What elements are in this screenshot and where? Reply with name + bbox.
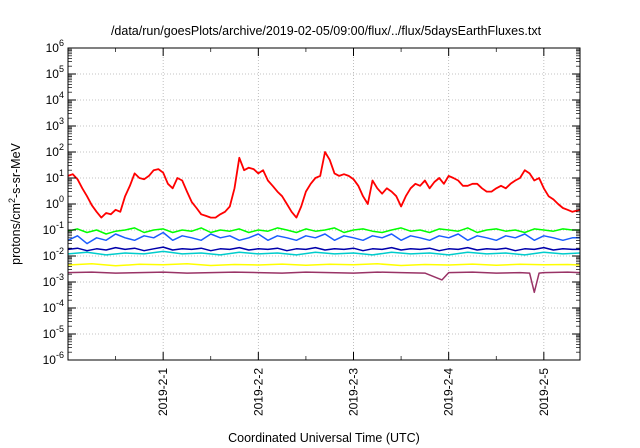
- y-tick-base: 10: [46, 119, 60, 133]
- series-line-6: [67, 263, 581, 267]
- chart-title: /data/run/goesPlots/archive/2019-02-05/0…: [111, 24, 542, 38]
- y-tick-exponent: 4: [59, 90, 64, 100]
- series-line-1: [67, 151, 581, 219]
- x-tick-label: 2019-2-1: [156, 368, 170, 416]
- y-tick-exponent: 5: [59, 64, 64, 74]
- y-tick-exponent: 3: [59, 116, 64, 126]
- y-tick-base: 10: [43, 301, 57, 315]
- x-tick-label: 2019-2-5: [537, 368, 551, 416]
- series-line-3: [67, 231, 580, 245]
- y-tick-label: 10-1: [43, 220, 64, 237]
- y-tick-base: 10: [43, 275, 57, 289]
- y-tick-label: 10-3: [43, 272, 64, 289]
- y-tick-base: 10: [43, 223, 57, 237]
- y-tick-base: 10: [46, 145, 60, 159]
- y-tick-label: 100: [46, 194, 64, 211]
- x-tick-label: 2019-2-2: [251, 368, 265, 416]
- y-tick-exponent: -1: [56, 220, 64, 230]
- y-tick-label: 10-6: [43, 350, 64, 367]
- y-tick-exponent: 6: [59, 38, 64, 48]
- x-tick-label: 2019-2-4: [442, 368, 456, 416]
- y-tick-label: 10-4: [43, 298, 64, 315]
- y-tick-base: 10: [43, 353, 57, 367]
- y-axis-label-sup: 2: [7, 198, 17, 203]
- y-tick-exponent: 0: [59, 194, 64, 204]
- y-axis-label-main: protons/cm: [9, 203, 23, 265]
- series-line-7: [67, 271, 581, 294]
- series-line-4: [67, 250, 581, 256]
- y-tick-label: 10-2: [43, 246, 64, 263]
- series-line-2: [67, 227, 580, 235]
- y-axis-label: protons/cm2-s-sr-MeV: [7, 142, 23, 264]
- y-tick-label: 101: [46, 168, 64, 185]
- y-tick-label: 103: [46, 116, 64, 133]
- y-tick-label: 10-5: [43, 324, 64, 341]
- y-axis-label-rest: -s-sr-MeV: [9, 142, 23, 198]
- y-tick-base: 10: [46, 93, 60, 107]
- x-tick-labels: 2019-2-1 2019-2-2 2019-2-3 2019-2-4 2019-2-5: [156, 368, 551, 416]
- x-tick-label: 2019-2-3: [347, 368, 361, 416]
- y-tick-label: 102: [46, 142, 64, 159]
- y-tick-exponent: -2: [56, 246, 64, 256]
- x-axis-label: Coordinated Universal Time (UTC): [228, 431, 420, 445]
- y-tick-label: 105: [46, 64, 64, 81]
- y-tick-label: 106: [46, 38, 64, 55]
- y-tick-base: 10: [46, 41, 60, 55]
- y-tick-label: 104: [46, 90, 64, 107]
- y-tick-base: 10: [46, 197, 60, 211]
- y-tick-exponent: -3: [56, 272, 64, 282]
- y-tick-base: 10: [43, 249, 57, 263]
- y-tick-exponent: 2: [59, 142, 64, 152]
- series-line-5: [67, 246, 580, 252]
- y-tick-base: 10: [43, 327, 57, 341]
- grid: [68, 48, 580, 360]
- axis-ticks: [68, 47, 580, 361]
- series-group: [67, 151, 581, 294]
- y-tick-exponent: -4: [56, 298, 64, 308]
- y-tick-exponent: -6: [56, 350, 64, 360]
- y-tick-exponent: -5: [56, 324, 64, 334]
- y-tick-labels: 10-610-510-410-310-210-11001011021031041…: [43, 38, 64, 367]
- y-tick-exponent: 1: [59, 168, 64, 178]
- y-tick-base: 10: [46, 67, 60, 81]
- y-tick-base: 10: [46, 171, 60, 185]
